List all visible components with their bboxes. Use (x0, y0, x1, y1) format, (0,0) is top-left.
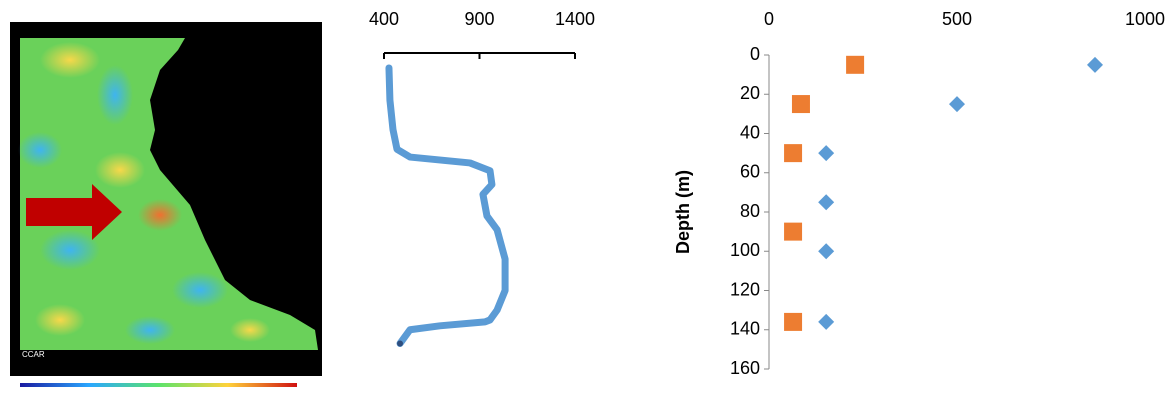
y-tick-label: 60 (740, 162, 760, 182)
point (818, 194, 834, 210)
point (784, 144, 802, 162)
y-tick-label: 120 (730, 279, 760, 299)
figure: CCAR 400 900 1400 0 500 1000 0 20 40 60 80 100 120 14… (0, 0, 1174, 394)
profile-end (397, 340, 403, 346)
point (792, 95, 810, 113)
x-tick-label: 0 (764, 9, 774, 29)
y-tick-label: 40 (740, 122, 760, 142)
profile-line (389, 68, 505, 344)
point (818, 145, 834, 161)
map: CCAR (10, 22, 322, 387)
x-tick-label: 1000 (1125, 9, 1165, 29)
y-tick-label: 0 (750, 44, 760, 64)
y-tick-label: 100 (730, 240, 760, 260)
x-tick-label: 500 (942, 9, 972, 29)
map-logo: CCAR (22, 350, 45, 359)
point (949, 96, 965, 112)
x-tick-label: 1400 (555, 9, 595, 29)
y-tick-label: 20 (740, 83, 760, 103)
point (784, 223, 802, 241)
y-tick-label: 140 (730, 319, 760, 339)
point (818, 243, 834, 259)
y-tick-label: 160 (730, 358, 760, 378)
page: CCAR 400 900 1400 0 500 1000 0 20 40 60 80 100 120 14… (0, 0, 1174, 394)
x-tick-label: 900 (464, 9, 494, 29)
point (1087, 57, 1103, 73)
y-tick-label: 80 (740, 201, 760, 221)
x-tick-label: 400 (369, 9, 399, 29)
point (818, 314, 834, 330)
y-axis-title: Depth (m) (673, 170, 693, 254)
point (846, 56, 864, 74)
point (784, 313, 802, 331)
